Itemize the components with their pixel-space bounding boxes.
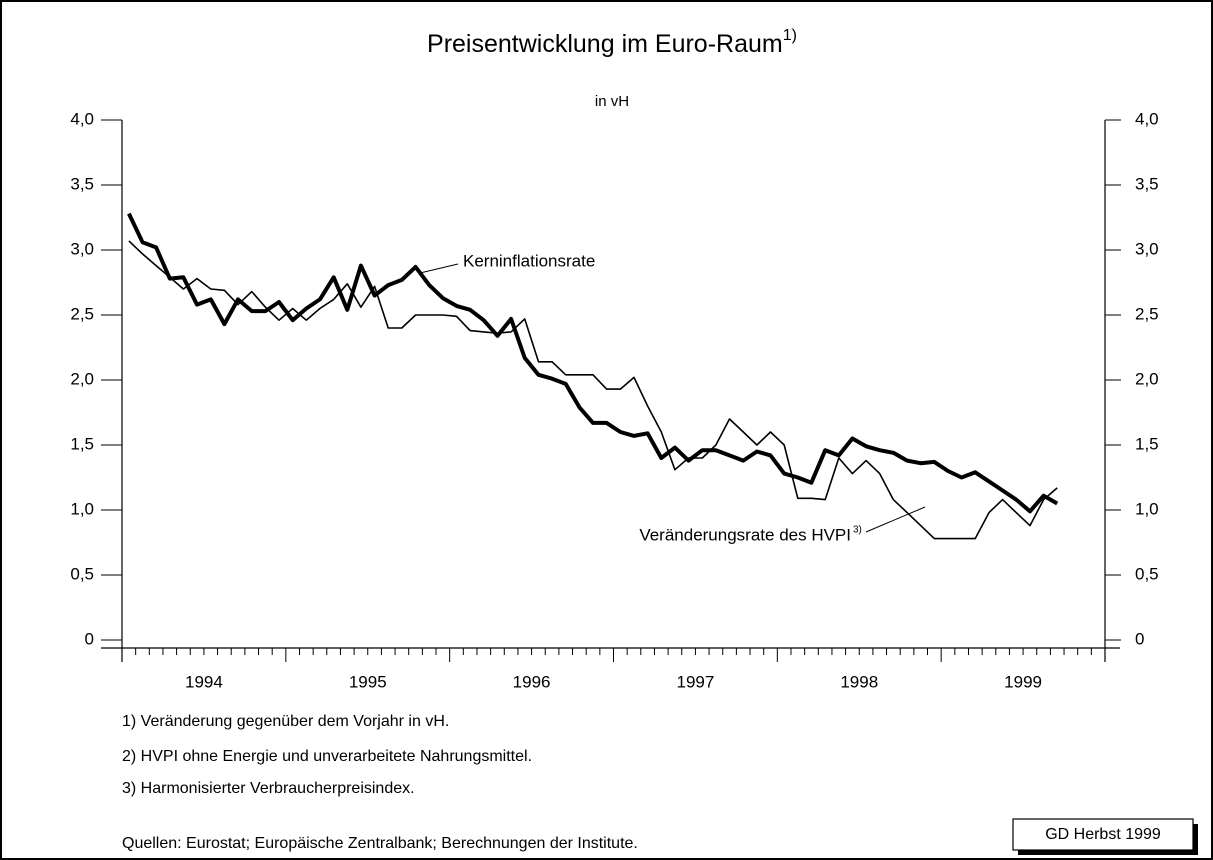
x-tick-label: 1994	[185, 672, 223, 691]
footnote: 3) Harmonisierter Verbraucherpreisindex.	[122, 780, 415, 797]
source: Quellen: Eurostat; Europäische Zentralba…	[122, 835, 638, 852]
y2-tick-label: 1,0	[1135, 499, 1159, 518]
y-tick-label: 2,0	[70, 369, 94, 388]
y-tick-label: 4,0	[70, 109, 94, 128]
series-line	[127, 212, 1059, 514]
series-line	[128, 240, 1058, 540]
credit-box	[1012, 818, 1194, 851]
x-tick-label: 1997	[677, 672, 715, 691]
footnote: 1) Veränderung gegenüber dem Vorjahr in …	[122, 713, 449, 730]
y-tick-label: 3,0	[70, 239, 94, 258]
x-tick-label: 1999	[1004, 672, 1042, 691]
subtitle: in vH	[595, 93, 629, 110]
y2-tick-label: 1,5	[1135, 434, 1159, 453]
leader-line	[419, 263, 459, 274]
y-tick-label: 1,0	[70, 499, 94, 518]
y2-tick-label: 3,5	[1135, 174, 1159, 193]
y2-tick-label: 0	[1135, 629, 1144, 648]
y-tick-label: 0,5	[70, 564, 94, 583]
title-sup: 1)	[783, 27, 797, 44]
y-tick-label: 1,5	[70, 434, 94, 453]
credit: GD Herbst 1999	[1045, 826, 1161, 843]
title-text: Preisentwicklung im Euro-Raum	[427, 30, 783, 58]
y-tick-label: 2,5	[70, 304, 94, 323]
y2-tick-label: 0,5	[1135, 564, 1159, 583]
y2-tick-label: 2,0	[1135, 369, 1159, 388]
leader-line	[865, 506, 926, 533]
x-tick-label: 1995	[349, 672, 387, 691]
series-label: Kerninflationsrate	[463, 251, 595, 270]
y-tick-label: 0	[85, 629, 94, 648]
footnote: 2) HVPI ohne Energie und unverarbeitete …	[122, 748, 532, 765]
y2-tick-label: 4,0	[1135, 109, 1159, 128]
y-tick-label: 3,5	[70, 174, 94, 193]
series-label-sup: 3)	[853, 525, 862, 536]
y2-tick-label: 2,5	[1135, 304, 1159, 323]
series-label: Veränderungsrate des HVPI	[639, 525, 851, 544]
chart-title: Preisentwicklung im Euro-Raum1)	[427, 27, 797, 57]
x-tick-label: 1998	[840, 672, 878, 691]
x-tick-label: 1996	[513, 672, 551, 691]
y2-tick-label: 3,0	[1135, 239, 1159, 258]
